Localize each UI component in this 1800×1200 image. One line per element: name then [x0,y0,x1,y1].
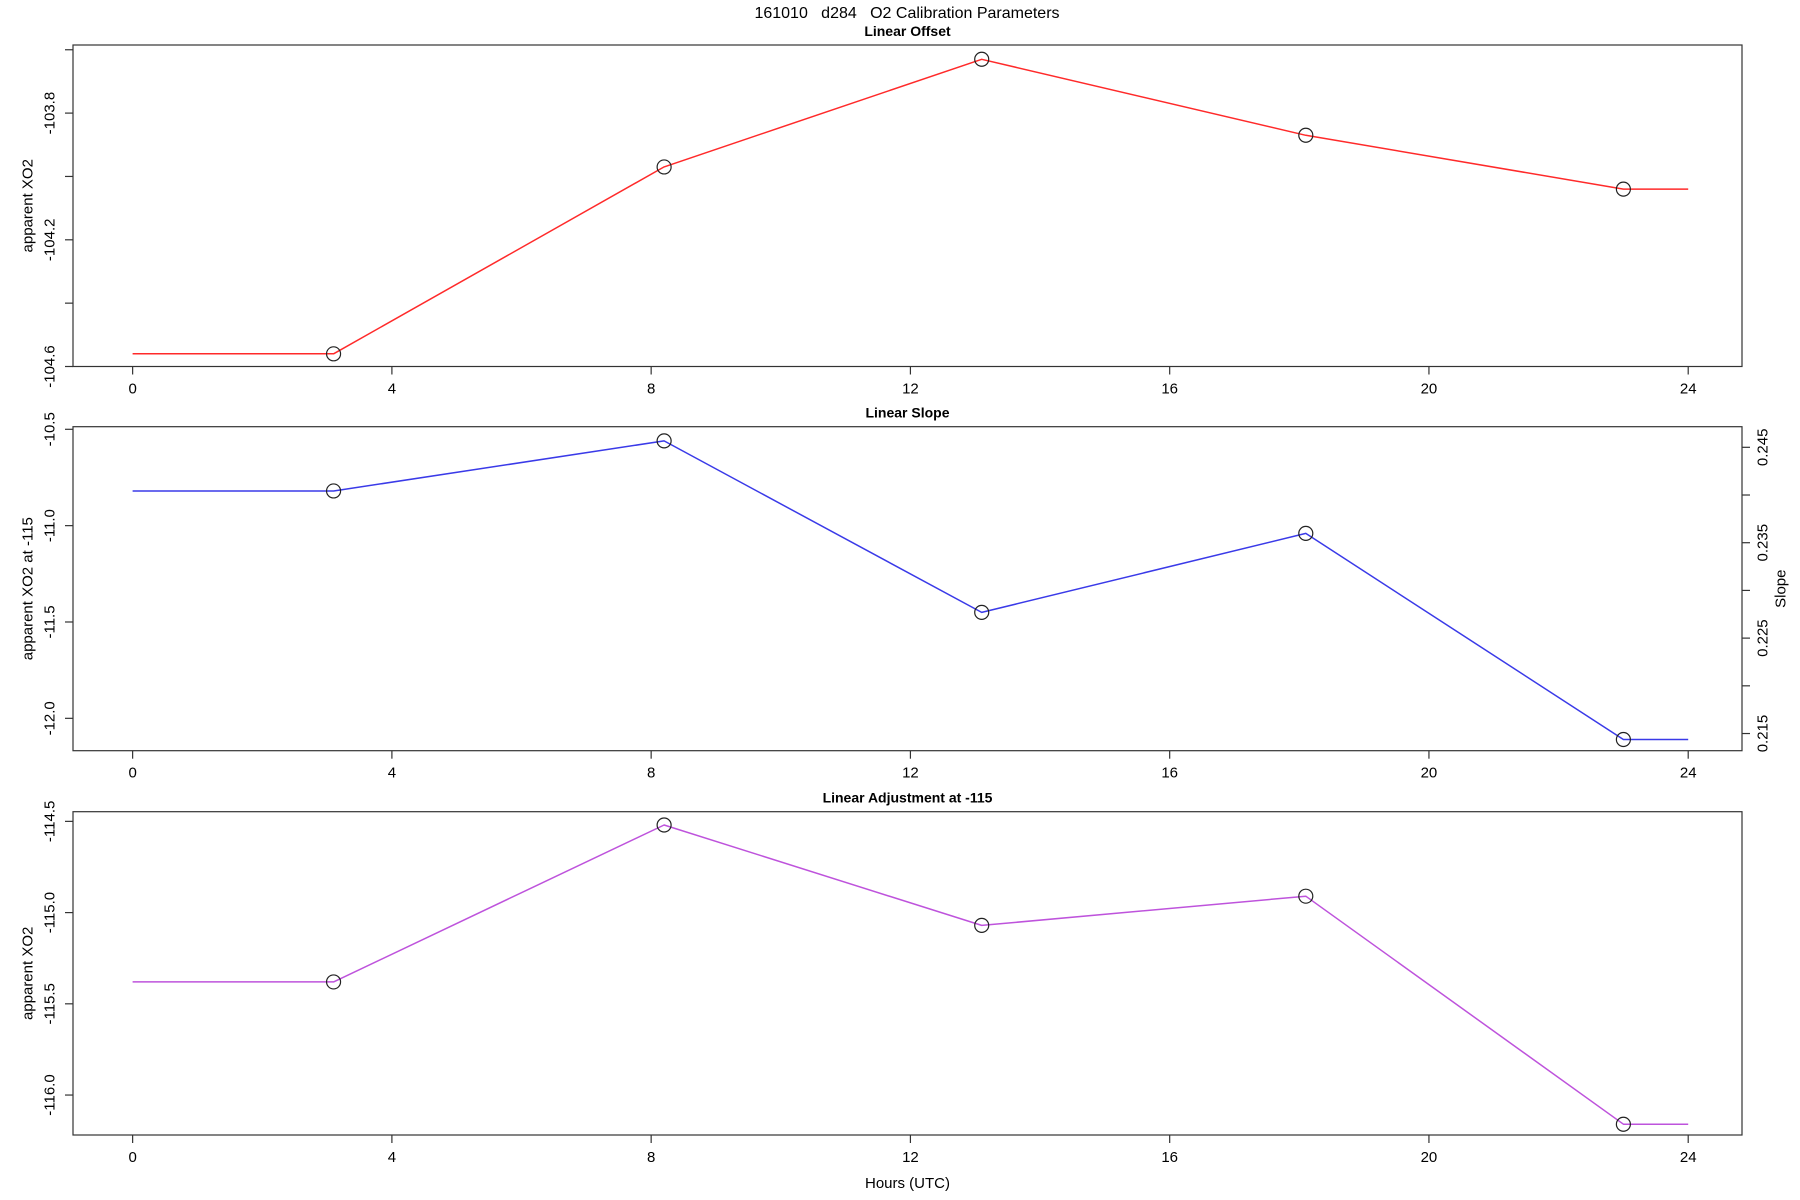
x-tick-label: 16 [1161,381,1178,398]
right-y-tick-label: 0.215 [1755,715,1772,753]
page-title: 161010 d284 O2 Calibration Parameters [754,5,1060,22]
x-tick-label: 0 [128,381,136,398]
x-tick-label: 0 [128,765,136,782]
plot-box [72,426,1743,752]
x-tick-label: 20 [1421,1149,1438,1166]
data-point-marker [1615,1116,1631,1132]
y-tick-label: -104.6 [42,345,59,388]
plot-box [72,811,1743,1136]
y-tick-label: -10.5 [42,412,59,446]
data-point-marker [1298,127,1314,143]
y-tick-label: -11.5 [42,605,59,638]
y-tick-label: -12.0 [42,701,59,735]
x-tick-label: 8 [647,381,655,398]
right-y-tick-label: 0.225 [1755,619,1772,657]
x-tick-label: 0 [128,1149,136,1166]
x-tick-label: 24 [1680,381,1697,398]
data-point-marker [1615,181,1631,197]
data-point-marker [325,974,342,990]
data-point-marker [325,346,342,362]
data-point-marker [1298,888,1314,904]
y-tick-label: -116.0 [42,1074,59,1115]
x-tick-label: 8 [647,1149,655,1166]
right-y-tick-label: 0.235 [1755,524,1772,562]
x-axis-title: Hours (UTC) [865,1175,950,1192]
x-tick-label: 20 [1421,765,1438,782]
x-tick-label: 24 [1680,1149,1697,1166]
y-tick-label: -115.0 [42,892,59,933]
data-point-marker [1298,525,1314,541]
x-tick-label: 20 [1421,381,1438,398]
right-y-tick-label: 0.245 [1755,429,1772,467]
y-tick-label: -115.5 [42,983,59,1024]
y-axis-title: apparent XO2 [20,927,37,1020]
x-tick-label: 4 [388,381,396,398]
linear-offset-line [132,58,1689,355]
y-axis-title: apparent XO2 [20,159,37,252]
linear-adjustment-at-115-line [132,824,1689,1125]
data-point-marker [656,433,672,449]
plot-subtitle: Linear Offset [864,23,951,39]
linear-slope-line [132,440,1689,741]
x-tick-label: 8 [647,765,655,782]
x-tick-label: 12 [902,381,919,398]
y-tick-label: -104.2 [42,219,59,262]
y-tick-label: -114.5 [42,801,59,842]
right-y-axis-title: Slope [1773,570,1790,608]
data-point-marker [656,159,672,175]
y-axis-title: apparent XO2 at -115 [20,517,37,660]
data-point-marker [974,51,990,67]
plot-subtitle: Linear Adjustment at -115 [823,790,993,806]
plot-subtitle: Linear Slope [865,405,949,421]
data-point-marker [1615,731,1631,748]
y-tick-label: -103.8 [42,92,59,135]
x-tick-label: 4 [388,1149,396,1166]
x-tick-label: 12 [902,1149,919,1166]
x-tick-label: 16 [1161,1149,1178,1166]
data-point-marker [656,817,672,833]
plot-linear-adjustment-at-115: Linear Adjustment at -115 0 4 8 12 16 20 24 -114… [20,790,1743,1166]
x-tick-label: 4 [388,765,396,782]
plot-linear-slope: Linear Slope 0 4 8 12 16 20 24 -10.5 -11.0 -11.5 -1… [20,405,1790,782]
data-point-marker [974,604,990,620]
data-point-marker [974,917,990,933]
y-tick-label: -11.0 [42,509,59,542]
x-tick-label: 24 [1680,765,1697,782]
plot-linear-offset: Linear Offset 0 4 8 12 16 20 24 -103.8 -104.2 -104… [20,23,1743,398]
plot-box [72,44,1743,368]
x-tick-label: 16 [1161,765,1178,782]
x-tick-label: 12 [902,765,919,782]
data-point-marker [325,483,342,499]
